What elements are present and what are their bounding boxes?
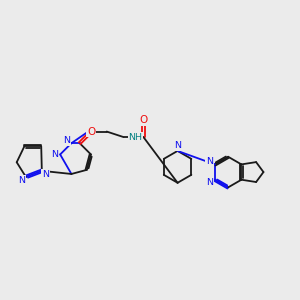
Text: N: N: [206, 178, 213, 187]
Text: N: N: [18, 176, 25, 184]
Text: NH: NH: [128, 133, 142, 142]
Text: O: O: [87, 127, 95, 136]
Text: N: N: [51, 150, 58, 159]
Text: N: N: [206, 157, 213, 166]
Text: N: N: [63, 136, 70, 145]
Text: N: N: [42, 170, 49, 179]
Text: N: N: [174, 141, 181, 150]
Text: O: O: [139, 115, 148, 125]
